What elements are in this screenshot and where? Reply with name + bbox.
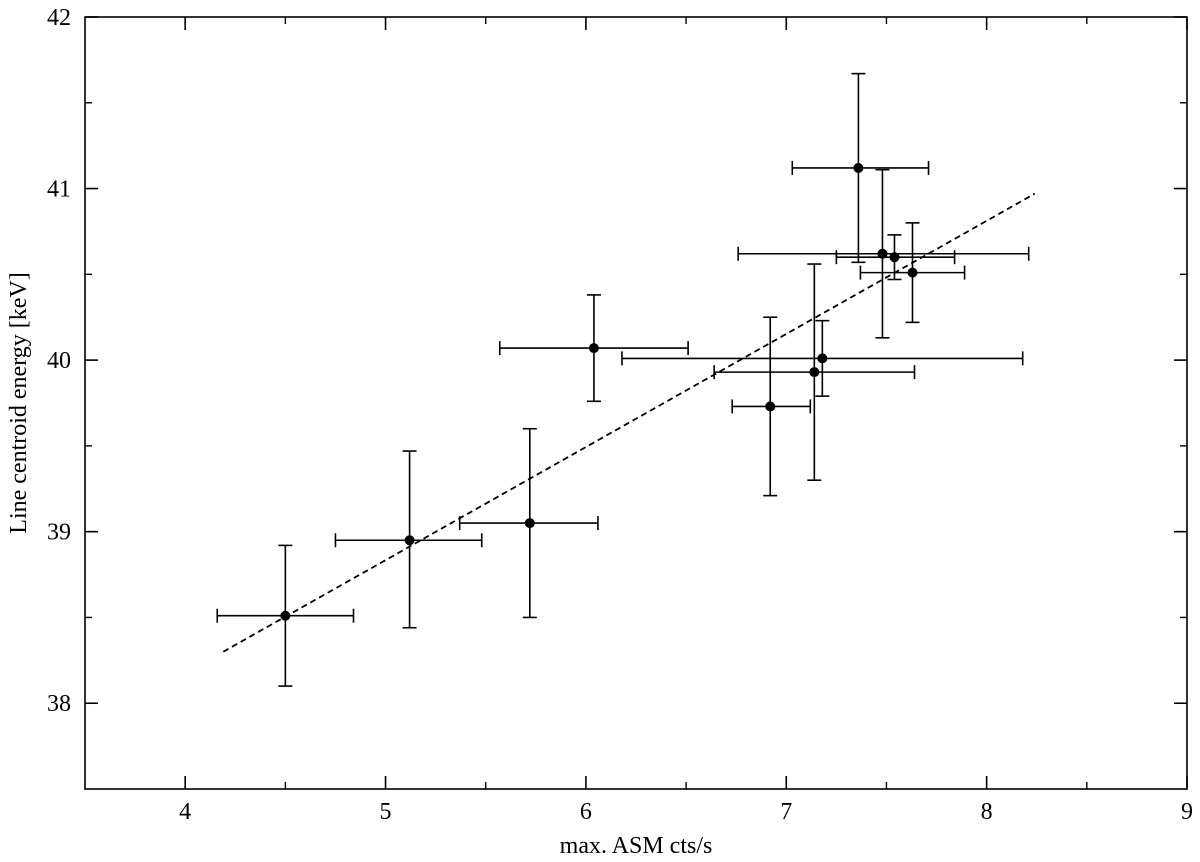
data-point-7: [621, 319, 1024, 397]
data-point-marker: [588, 343, 599, 354]
y-tick-label: 41: [47, 177, 71, 203]
x-tick-label: 9: [1181, 799, 1193, 825]
y-axis-label: Line centroid energy [keV]: [6, 272, 32, 533]
fit-line-group: [222, 192, 1036, 653]
x-tick-label: 7: [780, 799, 792, 825]
data-point-marker: [889, 252, 900, 263]
data-point-8: [791, 72, 930, 264]
x-axis-label: max. ASM cts/s: [560, 833, 713, 859]
data-point-2: [334, 450, 483, 629]
y-tick-label: 40: [47, 348, 71, 374]
data-point-marker: [809, 367, 820, 378]
data-point-marker: [907, 267, 918, 278]
data-point-3: [458, 427, 599, 619]
y-tick-label: 42: [47, 5, 71, 31]
data-point-marker: [404, 535, 415, 546]
data-point-marker: [280, 610, 291, 621]
data-point-5: [731, 316, 812, 497]
data-point-4: [498, 294, 689, 403]
x-tick-label: 6: [580, 799, 592, 825]
data-point-marker: [853, 162, 864, 173]
fit-line: [222, 192, 1036, 653]
plot-area-frame: [84, 16, 1188, 790]
data-points-group: [216, 72, 1030, 687]
data-point-marker: [765, 401, 776, 412]
data-point-6: [713, 263, 916, 482]
data-point-1: [216, 544, 355, 687]
data-point-9: [737, 168, 1030, 339]
axis-ticks: [85, 16, 1188, 789]
y-tick-label: 39: [47, 520, 71, 546]
y-tick-label: 38: [47, 691, 71, 717]
x-tick-label: 4: [179, 799, 191, 825]
x-tick-label: 5: [380, 799, 392, 825]
data-point-marker: [524, 518, 535, 529]
data-point-11: [859, 222, 966, 324]
data-point-marker: [877, 248, 888, 259]
data-point-marker: [817, 353, 828, 364]
axis-tick-labels: 4 5 6 7 8 9 38 39 40 41 42: [47, 5, 1193, 825]
x-tick-label: 8: [981, 799, 993, 825]
